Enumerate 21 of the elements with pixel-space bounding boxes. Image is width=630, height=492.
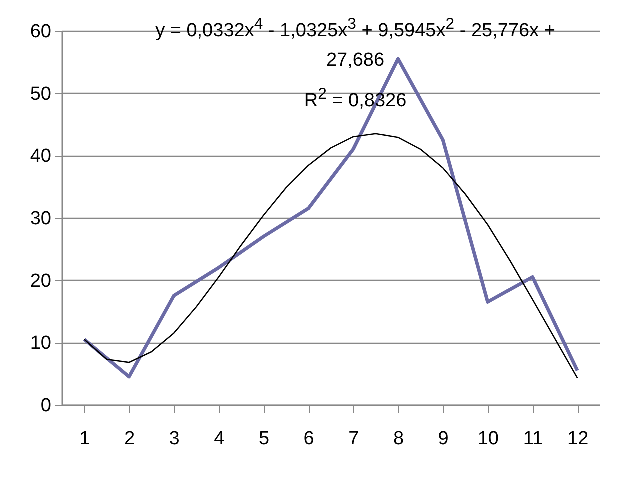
y-tick-label: 50 bbox=[30, 84, 52, 105]
x-tick-label: 4 bbox=[214, 428, 226, 450]
x-tick-label: 3 bbox=[169, 428, 180, 450]
x-tick-label: 9 bbox=[438, 428, 449, 450]
x-tick-label: 11 bbox=[523, 428, 544, 450]
y-tick-label: 10 bbox=[30, 333, 52, 354]
x-tick-label: 2 bbox=[124, 428, 136, 450]
x-tick-label: 10 bbox=[478, 428, 499, 450]
y-tick-label: 20 bbox=[30, 270, 52, 292]
line-series bbox=[84, 133, 578, 379]
x-tick-label: 7 bbox=[348, 428, 360, 450]
x-tick-label: 12 bbox=[568, 428, 589, 450]
x-tick-label: 6 bbox=[304, 428, 314, 450]
y-tick-label: 60 bbox=[30, 22, 52, 42]
x-tick-label: 1 bbox=[80, 428, 90, 450]
y-tick-label: 30 bbox=[30, 208, 52, 230]
x-tick-label: 8 bbox=[393, 428, 404, 450]
x-tick-label: 5 bbox=[258, 428, 270, 450]
y-tick-label: 0 bbox=[40, 396, 52, 416]
y-tick-label: 40 bbox=[30, 146, 52, 168]
text: y = 0,0332x$^{4}$ - 1,0325x$^{3}$ + 9,5945x$^{2}$ - 25,776x + 27,686 bbox=[156, 16, 556, 72]
